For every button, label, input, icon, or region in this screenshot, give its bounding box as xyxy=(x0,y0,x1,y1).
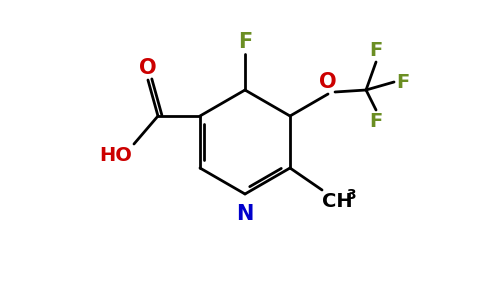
Text: F: F xyxy=(369,112,383,131)
Text: O: O xyxy=(139,58,157,78)
Text: F: F xyxy=(238,32,252,52)
Text: F: F xyxy=(396,73,409,92)
Text: F: F xyxy=(369,41,383,60)
Text: CH: CH xyxy=(322,192,353,211)
Text: HO: HO xyxy=(99,146,132,165)
Text: 3: 3 xyxy=(346,188,356,202)
Text: N: N xyxy=(236,204,254,224)
Text: O: O xyxy=(319,72,337,92)
